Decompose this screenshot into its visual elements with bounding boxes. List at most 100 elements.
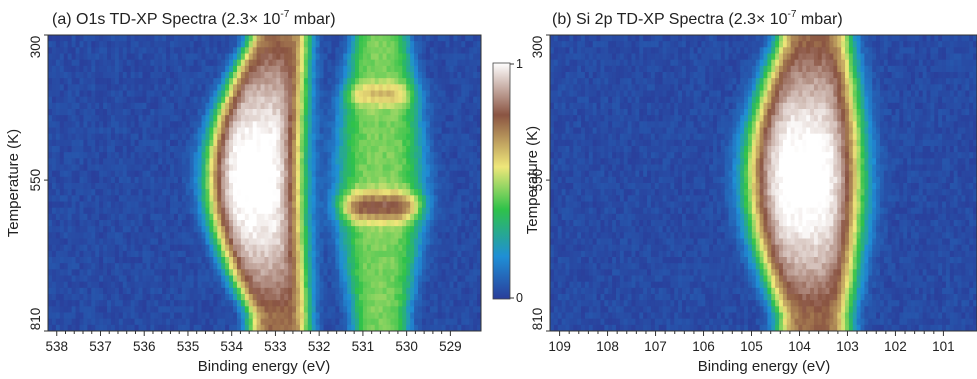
heatmap-cell-a — [181, 35, 187, 42]
heatmap-cell-a — [87, 158, 92, 166]
heatmap-cell-a — [445, 158, 451, 166]
heatmap-cell-a — [107, 207, 112, 215]
heatmap-cell-a — [331, 213, 336, 221]
heatmap-cell-a — [347, 133, 352, 141]
heatmap-cell-a — [398, 244, 403, 252]
heatmap-cell-a — [418, 41, 423, 48]
heatmap-cell-a — [339, 306, 344, 314]
heatmap-cell-a — [406, 250, 411, 258]
heatmap-cell-a — [284, 226, 289, 233]
heatmap-cell-a — [118, 201, 124, 209]
heatmap-cell-a — [339, 47, 344, 55]
heatmap-cell-a — [177, 152, 183, 159]
heatmap-cell-a — [390, 269, 395, 277]
heatmap-cell-a — [421, 164, 427, 172]
heatmap-cell-a — [236, 146, 242, 153]
heatmap-cell-a — [457, 300, 462, 307]
heatmap-cell-a — [295, 207, 301, 215]
heatmap-cell-a — [264, 213, 270, 221]
heatmap-cell-a — [366, 294, 372, 301]
heatmap-cell-a — [162, 281, 167, 289]
heatmap-cell-a — [95, 213, 100, 221]
heatmap-cell-a — [351, 102, 356, 110]
heatmap-cell-a — [414, 90, 419, 98]
heatmap-cell-a — [248, 306, 254, 314]
heatmap-cell-a — [79, 146, 85, 153]
heatmap-cell-a — [146, 72, 151, 79]
heatmap-cell-a — [477, 263, 481, 270]
heatmap-cell-a — [114, 281, 120, 289]
heatmap-cell-a — [311, 133, 317, 141]
heatmap-cell-a — [233, 232, 238, 240]
heatmap-cell-a — [351, 115, 356, 122]
heatmap-cell-a — [327, 250, 333, 258]
heatmap-cell-a — [425, 244, 431, 252]
heatmap-cell-a — [425, 213, 431, 221]
heatmap-cell-a — [331, 35, 336, 42]
heatmap-cell-a — [327, 59, 333, 67]
heatmap-cell-a — [138, 121, 144, 129]
heatmap-cell-a — [292, 176, 297, 184]
heatmap-cell-a — [233, 152, 238, 159]
heatmap-cell-a — [154, 158, 159, 166]
heatmap-cell-a — [347, 65, 352, 73]
heatmap-cell-a — [87, 232, 92, 240]
heatmap-cell-a — [406, 115, 411, 122]
heatmap-cell-a — [477, 59, 481, 67]
heatmap-cell-a — [146, 281, 151, 289]
heatmap-cell-a — [382, 152, 388, 159]
heatmap-cell-a — [48, 294, 53, 301]
heatmap-cell-a — [48, 232, 53, 240]
heatmap-cell-a — [134, 59, 140, 67]
heatmap-cell-a — [292, 139, 297, 147]
heatmap-cell-a — [158, 183, 163, 190]
heatmap-cell-a — [319, 84, 325, 92]
heatmap-cell-a — [362, 269, 368, 277]
heatmap-cell-a — [103, 102, 108, 110]
heatmap-cell-a — [284, 250, 289, 258]
heatmap-cell-a — [358, 183, 364, 190]
heatmap-cell-a — [154, 300, 159, 307]
heatmap-cell-a — [134, 164, 140, 172]
heatmap-cell-a — [303, 275, 309, 283]
heatmap-cell-a — [351, 53, 356, 61]
heatmap-cell-a — [213, 263, 218, 270]
heatmap-cell-a — [225, 102, 230, 110]
heatmap-cell-a — [158, 207, 163, 215]
heatmap-cell-a — [429, 121, 435, 129]
heatmap-cell-a — [307, 232, 313, 240]
heatmap-cell-a — [280, 121, 285, 129]
heatmap-cell-a — [75, 102, 81, 110]
heatmap-cell-a — [51, 189, 57, 196]
heatmap-cell-a — [366, 84, 372, 92]
heatmap-cell-a — [138, 41, 144, 48]
heatmap-cell-a — [477, 115, 481, 122]
heatmap-cell-a — [51, 170, 57, 178]
heatmap-cell-a — [63, 281, 69, 289]
heatmap-cell-a — [134, 195, 140, 203]
heatmap-cell-a — [67, 72, 73, 79]
heatmap-cell-a — [347, 275, 352, 283]
heatmap-cell-a — [150, 269, 155, 277]
heatmap-cell-a — [142, 232, 148, 240]
heatmap-cell-a — [201, 78, 207, 85]
heatmap-cell-a — [79, 201, 85, 209]
heatmap-cell-a — [87, 244, 92, 252]
heatmap-cell-a — [103, 244, 108, 252]
heatmap-cell-a — [122, 152, 128, 159]
heatmap-cell-a — [67, 152, 73, 159]
heatmap-cell-a — [288, 102, 293, 110]
heatmap-cell-a — [110, 41, 116, 48]
heatmap-cell-a — [284, 35, 289, 42]
heatmap-cell-a — [126, 176, 132, 184]
heatmap-cell-a — [225, 281, 230, 289]
heatmap-cell-a — [55, 35, 61, 42]
heatmap-cell-a — [457, 287, 462, 295]
heatmap-cell-a — [366, 152, 372, 159]
heatmap-cell-a — [406, 263, 411, 270]
heatmap-cell-a — [315, 96, 321, 104]
heatmap-cell-a — [311, 96, 317, 104]
heatmap-cell-a — [362, 96, 368, 104]
heatmap-cell-a — [158, 250, 163, 258]
heatmap-cell-a — [276, 53, 281, 61]
